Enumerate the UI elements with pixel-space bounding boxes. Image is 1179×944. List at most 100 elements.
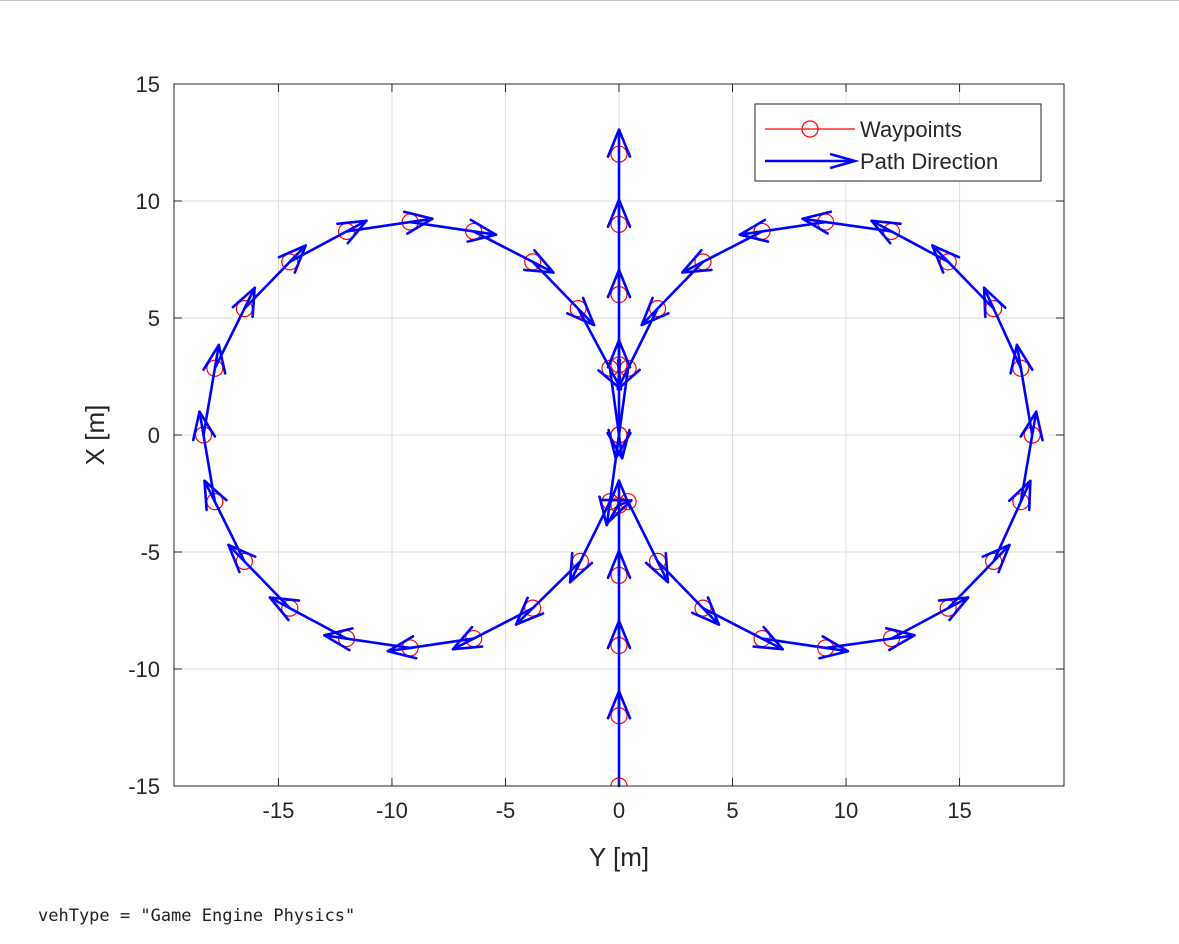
- path-direction-arrow: [606, 367, 631, 460]
- arrow-head: [982, 286, 1007, 319]
- path-direction-arrow: [227, 543, 292, 610]
- arrow-head: [818, 635, 850, 660]
- arrow-head: [203, 479, 228, 512]
- arrow-head: [937, 596, 970, 622]
- arrow-head: [931, 244, 961, 274]
- arrow-head: [568, 551, 594, 584]
- legend-box: [754, 103, 1042, 182]
- path-direction-arrow: [931, 244, 995, 310]
- arrow-shaft: [227, 543, 292, 610]
- y-tick-label: 5: [148, 306, 160, 331]
- path-direction-arrow: [606, 128, 632, 226]
- arrow-shaft: [1019, 410, 1038, 503]
- path-direction-arrow: [681, 230, 764, 274]
- arrow-shaft: [738, 220, 827, 236]
- path-direction-arrow: [870, 219, 950, 264]
- arrow-shaft: [608, 367, 624, 460]
- path-direction-arrow: [946, 543, 1011, 610]
- x-tick-label: 0: [613, 798, 625, 823]
- legend-path-direction-arrowhead: [829, 152, 860, 170]
- arrow-shaft: [203, 479, 246, 563]
- arrow-head: [606, 128, 632, 158]
- path-direction-arrow: [1009, 343, 1034, 437]
- arrow-head: [402, 210, 434, 235]
- arrow-shaft: [801, 217, 893, 233]
- arrow-shaft: [568, 500, 612, 584]
- arrow-head: [1007, 479, 1032, 512]
- path-direction-arrow: [992, 479, 1032, 563]
- path-direction-arrow: [451, 606, 535, 651]
- path-direction-arrow: [213, 286, 257, 370]
- arrow-head: [738, 218, 770, 243]
- y-tick-label: 15: [136, 72, 160, 97]
- arrow-head: [600, 498, 633, 522]
- arrow-shaft: [870, 219, 950, 264]
- legend: Waypoints Path Direction: [754, 103, 1042, 182]
- arrow-shaft: [323, 634, 412, 650]
- path-direction-arrow: [514, 560, 582, 626]
- arrow-shaft: [576, 307, 623, 391]
- path-direction-arrow: [408, 218, 498, 243]
- arrow-head: [451, 625, 484, 651]
- path-direction-arrow: [203, 479, 246, 563]
- legend-path-direction-label: Path Direction: [860, 149, 998, 174]
- path-direction-arrow: [801, 210, 893, 235]
- arrow-shaft: [386, 637, 475, 653]
- path-direction-arrow: [656, 560, 721, 626]
- arrow-head: [466, 218, 498, 243]
- arrow-head: [801, 210, 833, 235]
- y-tick-label: 0: [148, 423, 160, 448]
- arrow-head: [681, 249, 713, 274]
- arrow-shaft: [626, 500, 670, 584]
- x-tick-label: -10: [376, 798, 408, 823]
- arrow-shaft: [408, 220, 498, 236]
- arrow-shaft: [213, 286, 257, 370]
- arrow-head: [191, 410, 217, 442]
- path-direction-arrows: [191, 128, 1044, 788]
- arrow-head: [981, 543, 1011, 574]
- path-direction-arrow: [824, 626, 916, 652]
- y-tick-label: 10: [136, 189, 160, 214]
- path-direction-arrow: [345, 210, 434, 235]
- waypoint-marker: [524, 599, 542, 617]
- y-tick-label: -15: [128, 774, 160, 799]
- arrow-head: [268, 596, 301, 622]
- path-direction-arrow: [243, 244, 307, 310]
- arrow-shaft: [198, 410, 217, 503]
- arrow-shaft: [824, 634, 916, 650]
- path-direction-arrow: [531, 260, 596, 327]
- path-direction-arrow: [626, 500, 670, 584]
- arrow-shaft: [640, 260, 705, 327]
- arrow-shaft: [243, 244, 307, 310]
- arrow-shaft: [616, 307, 659, 391]
- arrow-shaft: [451, 606, 535, 651]
- x-tick-label: -5: [496, 798, 516, 823]
- path-direction-arrow: [701, 606, 784, 651]
- y-tick-label: -10: [128, 657, 160, 682]
- arrow-head: [752, 625, 784, 651]
- path-direction-arrow: [640, 260, 705, 327]
- arrow-head: [598, 495, 623, 527]
- arrow-head: [884, 626, 916, 652]
- arrow-head: [277, 244, 307, 274]
- arrow-head: [202, 343, 227, 375]
- arrow-head: [644, 551, 670, 584]
- axis-ticks: -15 -10 -5 0 5 10 15 -15 -10 -5 0 5 10 15: [128, 72, 1064, 823]
- path-direction-arrow: [323, 627, 412, 652]
- x-axis-label: Y [m]: [589, 842, 649, 872]
- arrow-head: [1009, 343, 1034, 375]
- path-direction-arrow: [1019, 410, 1044, 503]
- arrow-head: [606, 479, 632, 509]
- arrow-shaft: [345, 217, 434, 233]
- arrow-shaft: [931, 244, 995, 310]
- legend-waypoints-marker: [801, 120, 819, 138]
- arrow-head: [640, 296, 670, 327]
- arrow-head: [227, 543, 257, 574]
- arrow-head: [514, 596, 545, 626]
- path-direction-arrow: [202, 343, 227, 437]
- figure: -15 -10 -5 0 5 10 15 -15 -10 -5 0 5 10 15 Y [m] X [m]…: [80, 72, 1065, 872]
- arrow-shaft: [202, 343, 221, 437]
- arrow-head: [1019, 410, 1044, 442]
- path-direction-arrow: [268, 596, 348, 640]
- arrow-head: [323, 627, 354, 652]
